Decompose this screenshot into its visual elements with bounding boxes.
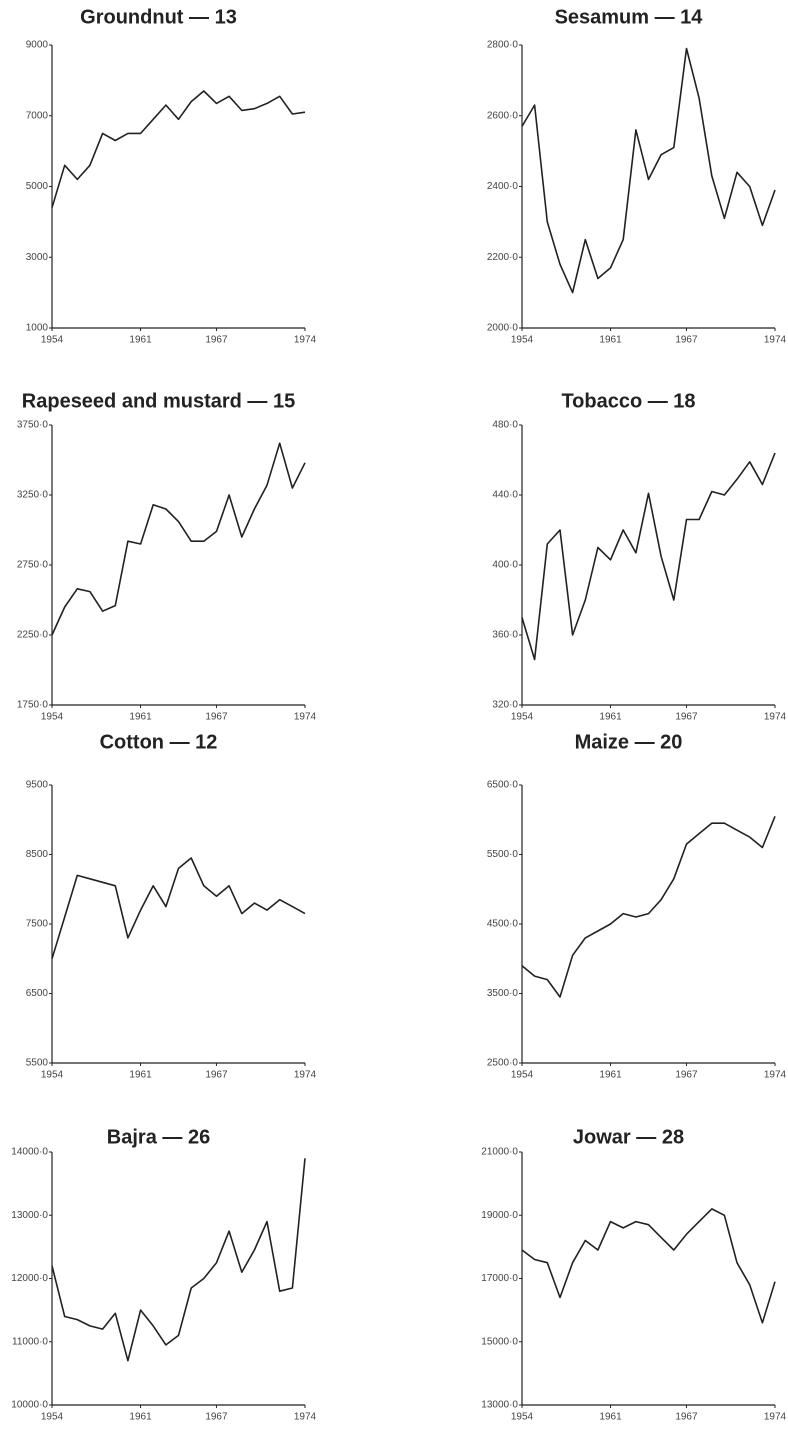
data-line bbox=[51, 857, 306, 960]
y-tick-label: 2200·0 bbox=[487, 252, 519, 263]
x-tick-label: 1954 bbox=[41, 335, 64, 346]
x-tick-label: 1954 bbox=[511, 335, 534, 346]
x-tick-label: 1974 bbox=[294, 1070, 317, 1081]
y-tick-label: 2500·0 bbox=[487, 1058, 519, 1069]
y-tick-label: 2400·0 bbox=[487, 181, 519, 192]
x-tick-label: 1974 bbox=[764, 1070, 787, 1081]
y-tick-label: 15000·0 bbox=[481, 1336, 518, 1347]
y-tick-label: 2600·0 bbox=[487, 110, 519, 121]
y-tick-label: 360·0 bbox=[492, 630, 518, 641]
y-tick-label: 320·0 bbox=[492, 700, 518, 711]
y-tick-label: 14000·0 bbox=[11, 1147, 48, 1158]
y-tick-label: 9000 bbox=[26, 40, 49, 51]
chart-title: Groundnut — 13 bbox=[80, 6, 237, 28]
chart-title: Jowar — 28 bbox=[573, 1126, 684, 1148]
chart-title: Bajra — 26 bbox=[107, 1126, 210, 1148]
y-tick-label: 480·0 bbox=[492, 420, 518, 431]
y-tick-label: 7500 bbox=[26, 919, 49, 930]
x-tick-label: 1974 bbox=[764, 712, 787, 723]
x-tick-label: 1954 bbox=[41, 1412, 64, 1423]
y-tick-label: 5500·0 bbox=[487, 849, 519, 860]
x-tick-label: 1974 bbox=[294, 335, 317, 346]
x-tick-label: 1954 bbox=[41, 712, 64, 723]
data-line bbox=[521, 1208, 776, 1324]
y-tick-label: 3000 bbox=[26, 252, 49, 263]
x-tick-label: 1967 bbox=[205, 712, 228, 723]
chart-title: Tobacco — 18 bbox=[561, 390, 695, 412]
y-tick-label: 5500 bbox=[26, 1058, 49, 1069]
x-tick-label: 1961 bbox=[599, 1412, 622, 1423]
y-tick-label: 2750·0 bbox=[17, 560, 49, 571]
chart-title: Sesamum — 14 bbox=[555, 6, 704, 28]
x-tick-label: 1961 bbox=[129, 1412, 152, 1423]
chart-title: Cotton — 12 bbox=[100, 731, 218, 753]
x-tick-label: 1974 bbox=[294, 1412, 317, 1423]
chart-title: Maize — 20 bbox=[575, 731, 683, 753]
x-tick-label: 1967 bbox=[675, 1412, 698, 1423]
x-tick-label: 1954 bbox=[511, 1070, 534, 1081]
y-tick-label: 1000 bbox=[26, 323, 49, 334]
x-tick-label: 1967 bbox=[205, 335, 228, 346]
x-tick-label: 1974 bbox=[764, 1412, 787, 1423]
x-tick-label: 1961 bbox=[599, 1070, 622, 1081]
data-line bbox=[51, 1158, 306, 1362]
y-tick-label: 3500·0 bbox=[487, 988, 519, 999]
y-tick-label: 6500·0 bbox=[487, 780, 519, 791]
y-tick-label: 440·0 bbox=[492, 490, 518, 501]
y-tick-label: 2250·0 bbox=[17, 630, 49, 641]
x-tick-label: 1967 bbox=[675, 335, 698, 346]
y-tick-label: 11000·0 bbox=[12, 1336, 48, 1347]
y-tick-label: 3250·0 bbox=[17, 490, 49, 501]
y-tick-label: 21000·0 bbox=[481, 1147, 518, 1158]
y-tick-label: 17000·0 bbox=[481, 1273, 518, 1284]
y-tick-label: 8500 bbox=[26, 849, 49, 860]
x-tick-label: 1961 bbox=[129, 335, 152, 346]
x-tick-label: 1967 bbox=[205, 1070, 228, 1081]
x-tick-label: 1967 bbox=[675, 1070, 698, 1081]
x-tick-label: 1954 bbox=[41, 1070, 64, 1081]
y-tick-label: 1750·0 bbox=[17, 700, 49, 711]
x-tick-label: 1967 bbox=[675, 712, 698, 723]
x-tick-label: 1967 bbox=[205, 1412, 228, 1423]
x-tick-label: 1954 bbox=[511, 712, 534, 723]
data-line bbox=[521, 47, 776, 294]
x-tick-label: 1961 bbox=[129, 712, 152, 723]
y-tick-label: 3750·0 bbox=[17, 420, 49, 431]
y-tick-label: 2800·0 bbox=[487, 40, 519, 51]
y-tick-label: 19000·0 bbox=[481, 1210, 518, 1221]
y-tick-label: 7000 bbox=[26, 110, 49, 121]
y-tick-label: 400·0 bbox=[492, 560, 518, 571]
y-tick-label: 12000·0 bbox=[11, 1273, 48, 1284]
y-tick-label: 13000·0 bbox=[481, 1400, 518, 1411]
y-tick-label: 10000·0 bbox=[11, 1400, 48, 1411]
x-tick-label: 1974 bbox=[294, 712, 317, 723]
x-tick-label: 1954 bbox=[511, 1412, 534, 1423]
y-tick-label: 4500·0 bbox=[487, 919, 519, 930]
y-tick-label: 6500 bbox=[26, 988, 49, 999]
chart-title: Rapeseed and mustard — 15 bbox=[22, 390, 295, 412]
x-tick-label: 1961 bbox=[129, 1070, 152, 1081]
data-line bbox=[521, 452, 776, 661]
y-tick-label: 13000·0 bbox=[11, 1210, 48, 1221]
data-line bbox=[51, 442, 306, 636]
x-tick-label: 1961 bbox=[599, 712, 622, 723]
data-line bbox=[51, 90, 306, 208]
y-tick-label: 2000·0 bbox=[487, 323, 519, 334]
x-tick-label: 1961 bbox=[599, 335, 622, 346]
y-tick-label: 9500 bbox=[26, 780, 49, 791]
x-tick-label: 1974 bbox=[764, 335, 787, 346]
data-line bbox=[521, 816, 776, 998]
y-tick-label: 5000 bbox=[26, 181, 49, 192]
